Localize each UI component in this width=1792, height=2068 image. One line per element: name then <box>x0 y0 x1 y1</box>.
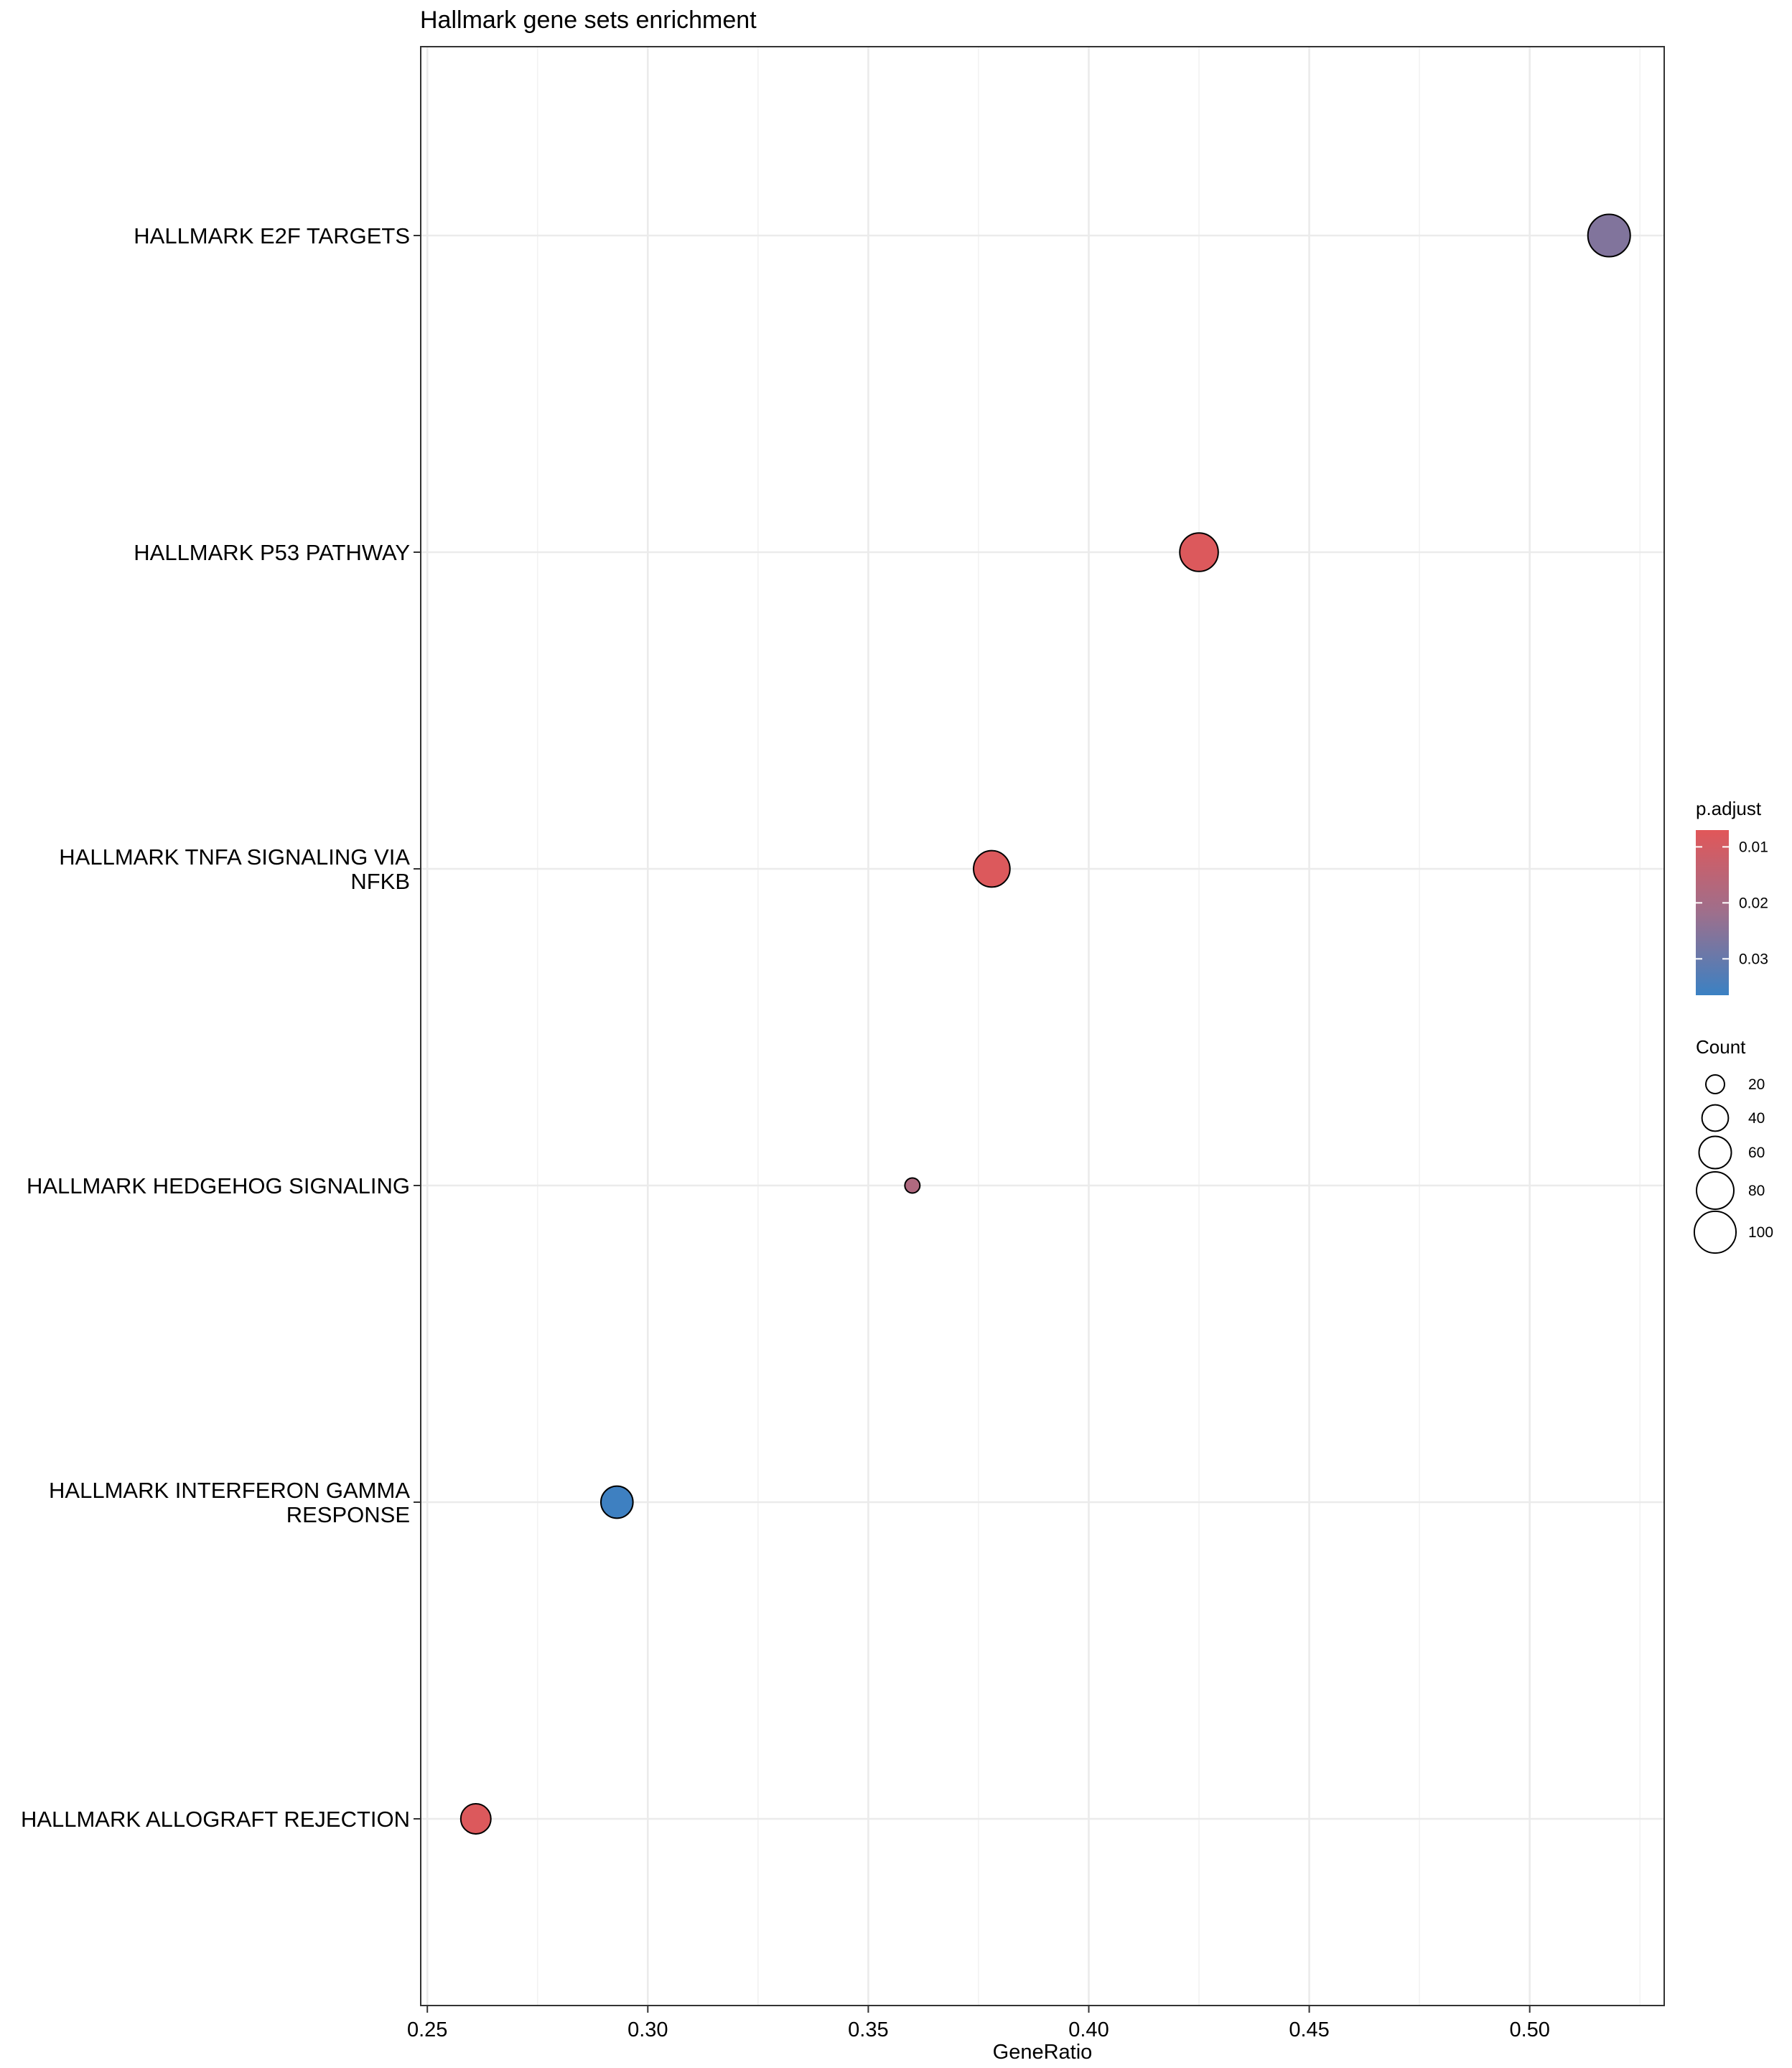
y-category-label: HALLMARK TNFA SIGNALING VIA NFKB <box>59 844 410 894</box>
size-legend-label: 80 <box>1748 1183 1765 1199</box>
color-legend: p.adjust 0.01 0.02 0.03 <box>1696 798 1768 995</box>
plot-panel <box>420 46 1665 2006</box>
x-axis: 0.25 0.30 0.35 0.40 0.45 0.50 <box>407 2006 1550 2041</box>
y-category-label: HALLMARK ALLOGRAFT REJECTION <box>21 1807 410 1832</box>
data-point <box>973 849 1011 888</box>
x-tick-label: 0.50 <box>1509 2018 1549 2041</box>
x-tick-label: 0.45 <box>1289 2018 1329 2041</box>
size-legend-circle <box>1693 1210 1737 1254</box>
y-category-label: HALLMARK HEDGEHOG SIGNALING <box>27 1173 410 1198</box>
x-tick-label: 0.25 <box>407 2018 447 2041</box>
data-point <box>599 1485 634 1519</box>
data-point <box>459 1803 492 1835</box>
color-legend-tick-label: 0.02 <box>1739 895 1768 911</box>
y-category-label: HALLMARK P53 PATHWAY <box>134 540 410 565</box>
x-axis-title: GeneRatio <box>993 2041 1093 2064</box>
y-category-label: HALLMARK E2F TARGETS <box>134 223 410 248</box>
color-legend-bar <box>1696 830 1729 995</box>
data-point <box>1179 532 1219 572</box>
x-tick-label: 0.40 <box>1068 2018 1109 2041</box>
size-legend-circle <box>1698 1135 1732 1170</box>
color-legend-title: p.adjust <box>1696 798 1762 819</box>
y-category-label: HALLMARK INTERFERON GAMMA RESPONSE <box>49 1478 410 1527</box>
data-point <box>1587 213 1631 258</box>
size-legend-title: Count <box>1696 1036 1746 1058</box>
size-legend: Count 20 40 60 80 100 <box>1693 1036 1773 1254</box>
size-legend-label: 40 <box>1748 1110 1765 1127</box>
x-tick-label: 0.30 <box>627 2018 668 2041</box>
chart-title: Hallmark gene sets enrichment <box>420 6 757 34</box>
size-legend-label: 100 <box>1748 1224 1773 1241</box>
x-tick-label: 0.35 <box>848 2018 888 2041</box>
size-legend-circle <box>1701 1104 1730 1132</box>
color-legend-tick-label: 0.03 <box>1739 951 1768 967</box>
size-legend-circle <box>1696 1171 1735 1210</box>
color-legend-tick-label: 0.01 <box>1739 839 1768 855</box>
data-point <box>904 1177 921 1194</box>
grid-lines <box>421 47 1664 2006</box>
size-legend-label: 20 <box>1748 1076 1765 1093</box>
size-legend-circle <box>1705 1074 1725 1094</box>
data-points <box>459 213 1631 1835</box>
y-axis: HALLMARK E2F TARGETS HALLMARK P53 PATHWAY… <box>21 223 421 1832</box>
size-legend-label: 60 <box>1748 1145 1765 1161</box>
